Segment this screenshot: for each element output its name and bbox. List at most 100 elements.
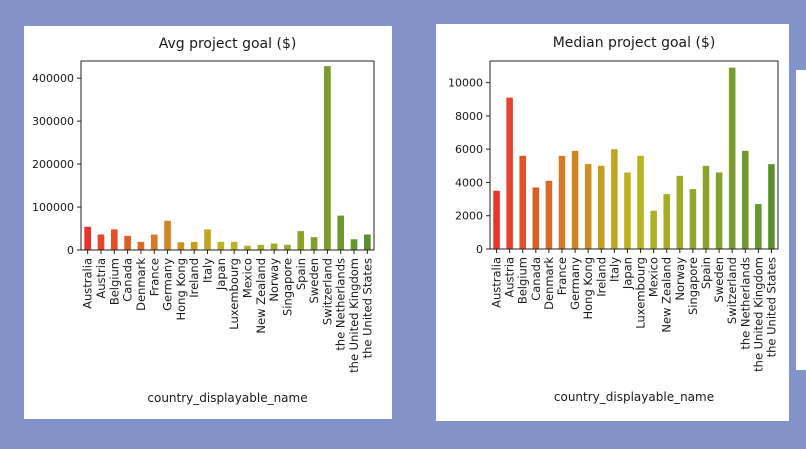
y-tick-label: 100000	[32, 201, 74, 214]
x-tick-label-australia: Australia	[81, 258, 95, 309]
x-tick-label-france: France	[147, 258, 161, 296]
x-tick-label-australia: Australia	[490, 257, 504, 308]
x-tick-label-hong-kong: Hong Kong	[581, 257, 595, 320]
x-tick-label-switzerland: Switzerland	[725, 257, 739, 324]
bar-mexico	[650, 210, 657, 249]
x-tick-label-france: France	[555, 257, 569, 295]
bar-belgium	[519, 155, 526, 249]
x-tick-label-mexico: Mexico	[240, 258, 254, 298]
x-tick-label-italy: Italy	[201, 258, 215, 283]
y-tick-label: 0	[67, 244, 74, 257]
x-tick-label-the-united-states: the United States	[764, 257, 778, 357]
bar-norway	[270, 243, 278, 250]
y-tick-label: 8000	[455, 110, 483, 123]
right-edge-strip	[796, 70, 806, 370]
bar-the-netherlands	[337, 215, 345, 250]
x-tick-label-austria: Austria	[94, 258, 108, 299]
x-tick-label-new-zealand: New Zealand	[254, 258, 268, 334]
bar-luxembourg	[230, 241, 238, 250]
plot-frame	[80, 60, 375, 251]
bar-germany	[164, 220, 171, 250]
chart-title: Median project goal ($)	[553, 35, 716, 51]
chart-title: Avg project goal ($)	[159, 36, 297, 52]
x-tick-label-belgium: Belgium	[107, 258, 121, 305]
bar-singapore	[284, 244, 291, 250]
x-tick-label-hong-kong: Hong Kong	[174, 258, 188, 321]
x-tick-label-the-united-kingdom: the United Kingdom	[751, 257, 765, 372]
x-axis-label: country_displayable_name	[554, 390, 714, 404]
bar-ireland	[598, 165, 605, 249]
bar-new-zealand	[663, 194, 670, 249]
bar-sweden	[310, 237, 318, 250]
x-tick-label-mexico: Mexico	[647, 257, 661, 297]
y-tick-label: 300000	[32, 115, 74, 128]
bar-hong-kong	[584, 164, 592, 249]
bar-germany	[571, 150, 579, 249]
x-tick-label-belgium: Belgium	[516, 257, 530, 304]
y-tick-label: 4000	[455, 176, 483, 189]
bar-new-zealand	[257, 244, 265, 250]
bar-japan	[624, 172, 631, 249]
x-tick-label-ireland: Ireland	[187, 258, 201, 298]
x-tick-label-sweden: Sweden	[712, 257, 726, 302]
x-tick-label-luxembourg: Luxembourg	[227, 258, 241, 330]
bar-luxembourg	[637, 155, 644, 249]
x-tick-label-the-netherlands: the Netherlands	[334, 258, 348, 351]
bar-ireland	[190, 241, 198, 250]
bar-denmark	[545, 180, 553, 249]
x-tick-label-denmark: Denmark	[542, 257, 556, 310]
bar-norway	[676, 175, 684, 249]
bar-the-netherlands	[742, 150, 749, 249]
bar-the-united-kingdom	[350, 239, 358, 250]
y-tick-label: 0	[476, 243, 483, 256]
avg-goal-chart: Avg project goal ($) 0 100000 200000 300000 4…	[32, 36, 375, 405]
x-tick-label-japan: Japan	[214, 258, 228, 291]
x-tick-label-austria: Austria	[503, 257, 517, 298]
bar-italy	[204, 229, 211, 250]
bar-austria	[506, 97, 513, 249]
plot-frame	[489, 60, 779, 250]
bar-switzerland	[324, 66, 331, 250]
bar-canada	[124, 235, 131, 250]
x-tick-label-singapore: Singapore	[686, 257, 700, 315]
bar-denmark	[137, 241, 145, 250]
x-tick-label-italy: Italy	[607, 257, 621, 282]
x-tick-label-new-zealand: New Zealand	[660, 257, 674, 333]
x-tick-label-switzerland: Switzerland	[320, 258, 334, 325]
bar-australia	[493, 190, 500, 249]
bar-japan	[217, 241, 225, 250]
x-tick-label-singapore: Singapore	[280, 258, 294, 316]
bar-italy	[611, 149, 618, 249]
median-goal-chart: Median project goal ($) 0 2000 4000 6000 8000…	[448, 35, 779, 404]
y-tick-label: 200000	[32, 158, 74, 171]
y-tick-label: 6000	[455, 143, 483, 156]
bar-spain	[702, 165, 710, 249]
median-goal-chart-panel: Median project goal ($) 0 2000 4000 6000 8000…	[436, 24, 789, 421]
x-tick-label-japan: Japan	[620, 257, 634, 290]
x-tick-label-the-united-kingdom: the United Kingdom	[347, 258, 361, 373]
y-tick-label: 2000	[455, 210, 483, 223]
bar-austria	[97, 234, 105, 250]
bar-belgium	[110, 229, 118, 250]
x-tick-label-denmark: Denmark	[134, 258, 148, 311]
bar-the-united-states	[768, 164, 775, 249]
x-tick-label-luxembourg: Luxembourg	[634, 257, 648, 329]
x-tick-label-germany: Germany	[161, 258, 175, 311]
bar-france	[150, 234, 158, 250]
x-tick-label-canada: Canada	[121, 258, 135, 302]
x-tick-label-germany: Germany	[568, 257, 582, 310]
bar-sweden	[715, 172, 723, 249]
x-tick-label-ireland: Ireland	[594, 257, 608, 297]
x-tick-label-spain: Spain	[699, 257, 713, 289]
x-tick-label-spain: Spain	[294, 258, 308, 290]
bar-the-united-states	[364, 234, 371, 250]
x-tick-label-sweden: Sweden	[307, 258, 321, 303]
y-tick-label: 400000	[32, 72, 74, 85]
x-axis-label: country_displayable_name	[147, 391, 307, 405]
x-tick-label-norway: Norway	[673, 257, 687, 301]
bar-france	[558, 155, 566, 249]
bar-canada	[532, 187, 540, 249]
avg-goal-chart-panel: Avg project goal ($) 0 100000 200000 300000 4…	[24, 26, 392, 419]
bar-the-united-kingdom	[755, 204, 762, 249]
